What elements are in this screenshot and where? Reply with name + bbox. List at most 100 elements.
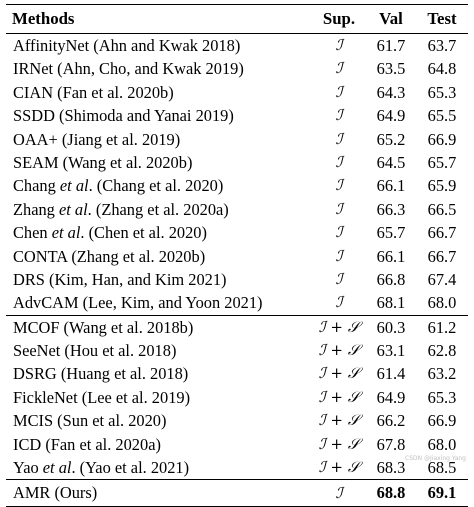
method-name: AMR (Ours) — [13, 483, 98, 503]
supervision: ℐ — [335, 269, 343, 288]
method-name: Chen et al. (Chen et al. 2020) — [13, 221, 207, 244]
val-score: 64.9 — [376, 106, 406, 126]
supervision: ℐ — [335, 106, 343, 125]
table-header: Methods Sup. Val Test — [6, 5, 468, 34]
test-score: 65.3 — [427, 387, 457, 407]
table-row: AdvCAM (Lee, Kim, and Yoon 2021) ℐ 68.1 … — [6, 291, 468, 314]
table-row: IRNet (Ahn, Cho, and Kwak 2019) ℐ 63.5 6… — [6, 57, 468, 80]
supervision: ℐ — [335, 129, 343, 148]
test-score: 62.8 — [427, 341, 457, 361]
supervision: ℐ + 𝒮 — [318, 411, 360, 430]
supervision: ℐ + 𝒮 — [318, 387, 360, 406]
table-row: SeeNet (Hou et al. 2018) ℐ + 𝒮 63.1 62.8 — [6, 339, 468, 362]
method-name: CIAN (Fan et al. 2020b) — [13, 82, 174, 102]
val-score: 68.1 — [376, 293, 406, 313]
table-row: AffinityNet (Ahn and Kwak 2018) ℐ 61.7 6… — [6, 34, 468, 57]
method-name-suffix: . (Chen et al. 2020) — [80, 223, 207, 243]
val-score: 66.1 — [376, 246, 406, 266]
val-score: 64.5 — [376, 152, 406, 172]
header-test: Test — [427, 9, 457, 28]
table-row-ours: AMR (Ours) ℐ 68.8 69.1 — [6, 479, 468, 506]
val-score: 60.3 — [376, 317, 406, 337]
method-name-suffix: . (Yao et al. 2021) — [71, 458, 190, 478]
method-name-etal: et al — [59, 176, 89, 196]
table-row: MCOF (Wang et al. 2018b) ℐ + 𝒮 60.3 61.2 — [6, 314, 468, 339]
val-score: 63.5 — [376, 59, 406, 79]
val-score: 65.7 — [376, 223, 406, 243]
table-row: CONTA (Zhang et al. 2020b) ℐ 66.1 66.7 — [6, 245, 468, 268]
supervision: ℐ — [335, 176, 343, 195]
supervision: ℐ + 𝒮 — [318, 364, 360, 383]
test-score: 66.7 — [427, 223, 457, 243]
method-name-etal: et al — [58, 199, 88, 219]
supervision: ℐ — [335, 246, 343, 265]
table-row: Yao et al. (Yao et al. 2021) ℐ + 𝒮 68.3 … — [6, 456, 468, 479]
val-score: 68.8 — [376, 483, 406, 503]
table-row: MCIS (Sun et al. 2020) ℐ + 𝒮 66.2 66.9 — [6, 409, 468, 432]
supervision: ℐ + 𝒮 — [318, 434, 360, 453]
table-row: OAA+ (Jiang et al. 2019) ℐ 65.2 66.9 — [6, 128, 468, 151]
test-score: 66.9 — [427, 411, 457, 431]
supervision: ℐ + 𝒮 — [318, 341, 360, 360]
supervision: ℐ — [335, 484, 343, 503]
val-score: 66.2 — [376, 411, 406, 431]
method-name-suffix: . (Chang et al. 2020) — [88, 176, 224, 196]
table-row: Chen et al. (Chen et al. 2020) ℐ 65.7 66… — [6, 221, 468, 244]
method-name: AdvCAM (Lee, Kim, and Yoon 2021) — [13, 293, 263, 313]
test-score: 68.0 — [427, 293, 457, 313]
test-score: 66.7 — [427, 246, 457, 266]
method-name: Yao et al. (Yao et al. 2021) — [13, 456, 189, 479]
method-name: IRNet (Ahn, Cho, and Kwak 2019) — [13, 59, 244, 79]
test-score: 63.2 — [427, 364, 457, 384]
test-score: 64.8 — [427, 59, 457, 79]
method-name-prefix: Yao — [13, 458, 43, 478]
method-name: SEAM (Wang et al. 2020b) — [13, 152, 193, 172]
table-row: DSRG (Huang et al. 2018) ℐ + 𝒮 61.4 63.2 — [6, 362, 468, 385]
test-score: 67.4 — [427, 269, 457, 289]
header-sup: Sup. — [322, 9, 356, 28]
test-score: 66.9 — [427, 129, 457, 149]
method-name: MCOF (Wang et al. 2018b) — [13, 317, 194, 337]
test-score: 68.0 — [427, 434, 457, 454]
method-name-prefix: Chen — [13, 223, 52, 243]
method-name: OAA+ (Jiang et al. 2019) — [13, 129, 181, 149]
supervision: ℐ + 𝒮 — [318, 458, 360, 477]
method-name: SeeNet (Hou et al. 2018) — [13, 341, 177, 361]
table-row: ICD (Fan et al. 2020a) ℐ + 𝒮 67.8 68.0 — [6, 433, 468, 456]
test-score: 61.2 — [427, 317, 457, 337]
val-score: 67.8 — [376, 434, 406, 454]
supervision: ℐ — [335, 223, 343, 242]
val-score: 61.4 — [376, 364, 406, 384]
table-row: SSDD (Shimoda and Yanai 2019) ℐ 64.9 65.… — [6, 104, 468, 127]
method-name-etal: et al — [51, 223, 81, 243]
val-score: 61.7 — [376, 36, 406, 55]
watermark: CSDN @Jiaxing Yang — [405, 455, 466, 462]
method-name: Zhang et al. (Zhang et al. 2020a) — [13, 198, 229, 221]
method-name: DSRG (Huang et al. 2018) — [13, 364, 189, 384]
results-table: Methods Sup. Val Test AffinityNet (Ahn a… — [6, 4, 468, 507]
method-name-etal: et al — [42, 458, 72, 478]
table-row: SEAM (Wang et al. 2020b) ℐ 64.5 65.7 — [6, 151, 468, 174]
supervision: ℐ — [335, 82, 343, 101]
test-score: 69.1 — [427, 483, 457, 503]
val-score: 64.9 — [376, 387, 406, 407]
table-row: Zhang et al. (Zhang et al. 2020a) ℐ 66.3… — [6, 198, 468, 221]
method-name-prefix: Zhang — [13, 199, 59, 219]
test-score: 65.7 — [427, 152, 457, 172]
test-score: 65.3 — [427, 82, 457, 102]
supervision: ℐ — [335, 293, 343, 312]
val-score: 66.1 — [376, 176, 406, 196]
val-score: 66.3 — [376, 199, 406, 219]
supervision: ℐ — [335, 59, 343, 78]
supervision: ℐ + 𝒮 — [318, 317, 360, 336]
method-name: AffinityNet (Ahn and Kwak 2018) — [13, 36, 241, 55]
supervision: ℐ — [335, 36, 343, 54]
val-score: 66.8 — [376, 269, 406, 289]
table-row: CIAN (Fan et al. 2020b) ℐ 64.3 65.3 — [6, 81, 468, 104]
val-score: 65.2 — [376, 129, 406, 149]
table-row: Chang et al. (Chang et al. 2020) ℐ 66.1 … — [6, 174, 468, 197]
test-score: 65.9 — [427, 176, 457, 196]
method-name: Chang et al. (Chang et al. 2020) — [13, 174, 223, 197]
val-score: 64.3 — [376, 82, 406, 102]
method-name: SSDD (Shimoda and Yanai 2019) — [13, 106, 234, 126]
